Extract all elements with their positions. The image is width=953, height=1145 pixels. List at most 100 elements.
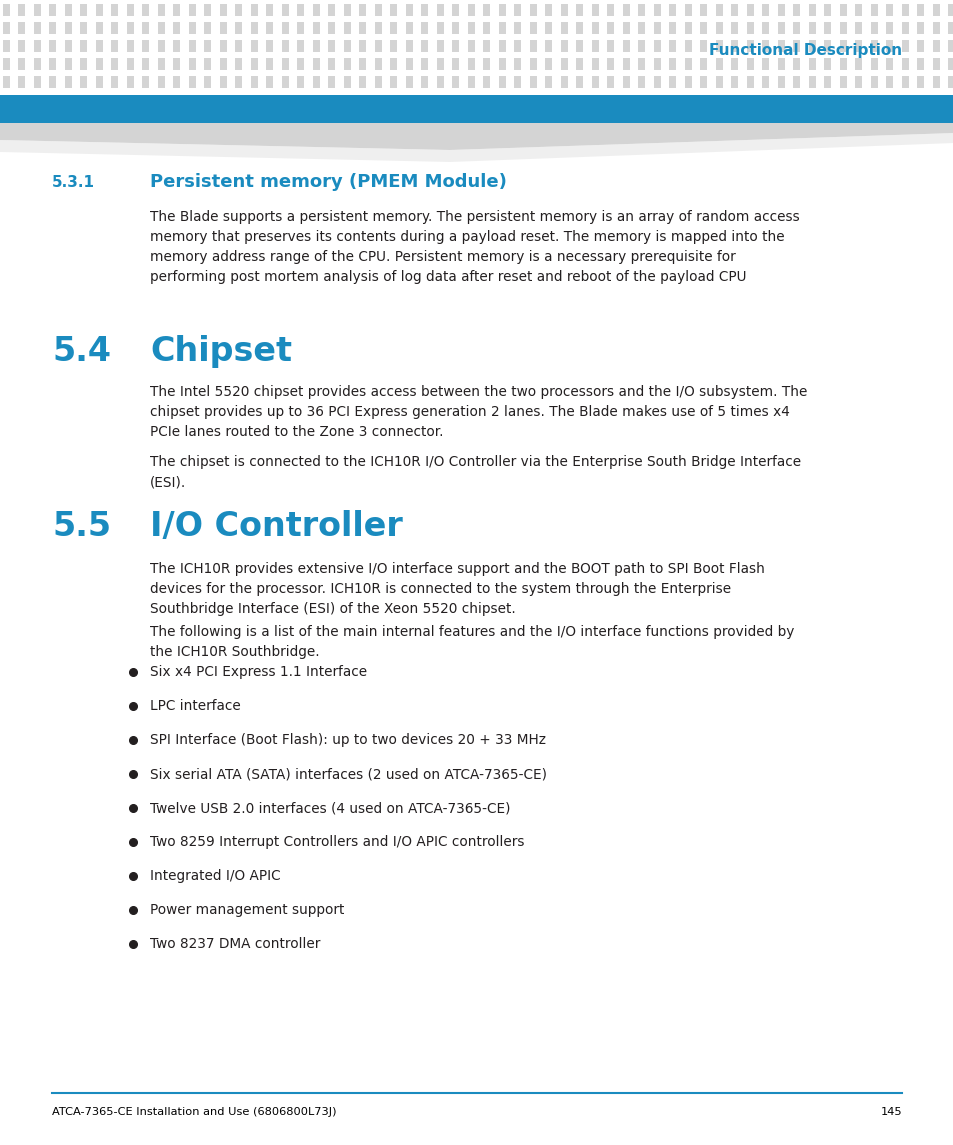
Bar [50,3,56,16]
Bar [808,58,815,70]
Bar [65,58,71,70]
Bar [127,22,133,34]
Polygon shape [0,123,953,150]
Bar [700,40,707,52]
Bar [406,22,413,34]
Bar [622,58,629,70]
Bar [282,3,289,16]
Bar [313,58,319,70]
Bar [793,3,800,16]
Polygon shape [0,133,953,161]
Bar [654,76,660,88]
Bar [716,58,722,70]
Bar [545,40,552,52]
Bar [204,22,212,34]
Bar [761,40,769,52]
Bar [436,76,443,88]
Bar [390,22,397,34]
Bar [761,76,769,88]
Bar [638,58,645,70]
Bar [545,76,552,88]
Text: Chipset: Chipset [150,335,292,368]
Bar [344,22,351,34]
Bar [189,40,195,52]
Bar [127,76,133,88]
Bar [406,58,413,70]
Bar [514,58,521,70]
Bar [840,76,846,88]
Bar [359,58,366,70]
Bar [607,76,614,88]
Bar [359,76,366,88]
Bar [266,40,274,52]
Bar [96,3,103,16]
Bar [96,22,103,34]
Bar [761,58,769,70]
Bar [452,22,459,34]
Bar [808,22,815,34]
Bar [684,76,691,88]
Text: Persistent memory (PMEM Module): Persistent memory (PMEM Module) [150,173,506,191]
Bar [297,22,304,34]
Bar [390,40,397,52]
Bar [622,22,629,34]
Bar [142,40,150,52]
Bar [127,40,133,52]
Bar [716,22,722,34]
Bar [669,22,676,34]
Bar [344,40,351,52]
Text: LPC interface: LPC interface [150,698,240,713]
Bar [235,22,242,34]
Bar [808,76,815,88]
Bar [947,76,953,88]
Bar [700,58,707,70]
Bar [917,76,923,88]
Bar [731,40,738,52]
Bar [840,3,846,16]
Bar [638,40,645,52]
Bar [793,58,800,70]
Bar [421,3,428,16]
Bar [808,40,815,52]
Bar [716,76,722,88]
Bar [80,40,88,52]
Bar [235,58,242,70]
Bar [436,58,443,70]
Bar [436,22,443,34]
Bar [266,58,274,70]
Bar [142,22,150,34]
Text: Twelve USB 2.0 interfaces (4 used on ATCA-7365-CE): Twelve USB 2.0 interfaces (4 used on ATC… [150,802,510,815]
Bar [375,76,381,88]
Bar [313,40,319,52]
Bar [282,40,289,52]
Bar [638,22,645,34]
Text: ATCA-7365-CE Installation and Use (6806800L73J): ATCA-7365-CE Installation and Use (68068… [52,1107,336,1118]
Bar [654,3,660,16]
Bar [932,58,939,70]
Bar [530,3,537,16]
Bar [204,58,212,70]
Bar [0,165,953,1145]
Bar [823,22,831,34]
Bar [793,22,800,34]
Bar [65,76,71,88]
Bar [204,3,212,16]
Bar [18,3,26,16]
Text: Two 8237 DMA controller: Two 8237 DMA controller [150,937,320,951]
Bar [173,58,180,70]
Bar [406,76,413,88]
Bar [328,3,335,16]
Bar [328,22,335,34]
Bar [235,3,242,16]
Bar [716,3,722,16]
Bar [235,40,242,52]
Bar [468,76,475,88]
Bar [947,22,953,34]
Bar [328,40,335,52]
Bar [530,58,537,70]
Bar [901,76,908,88]
Bar [452,58,459,70]
Bar [483,76,490,88]
Bar [622,40,629,52]
Bar [932,22,939,34]
